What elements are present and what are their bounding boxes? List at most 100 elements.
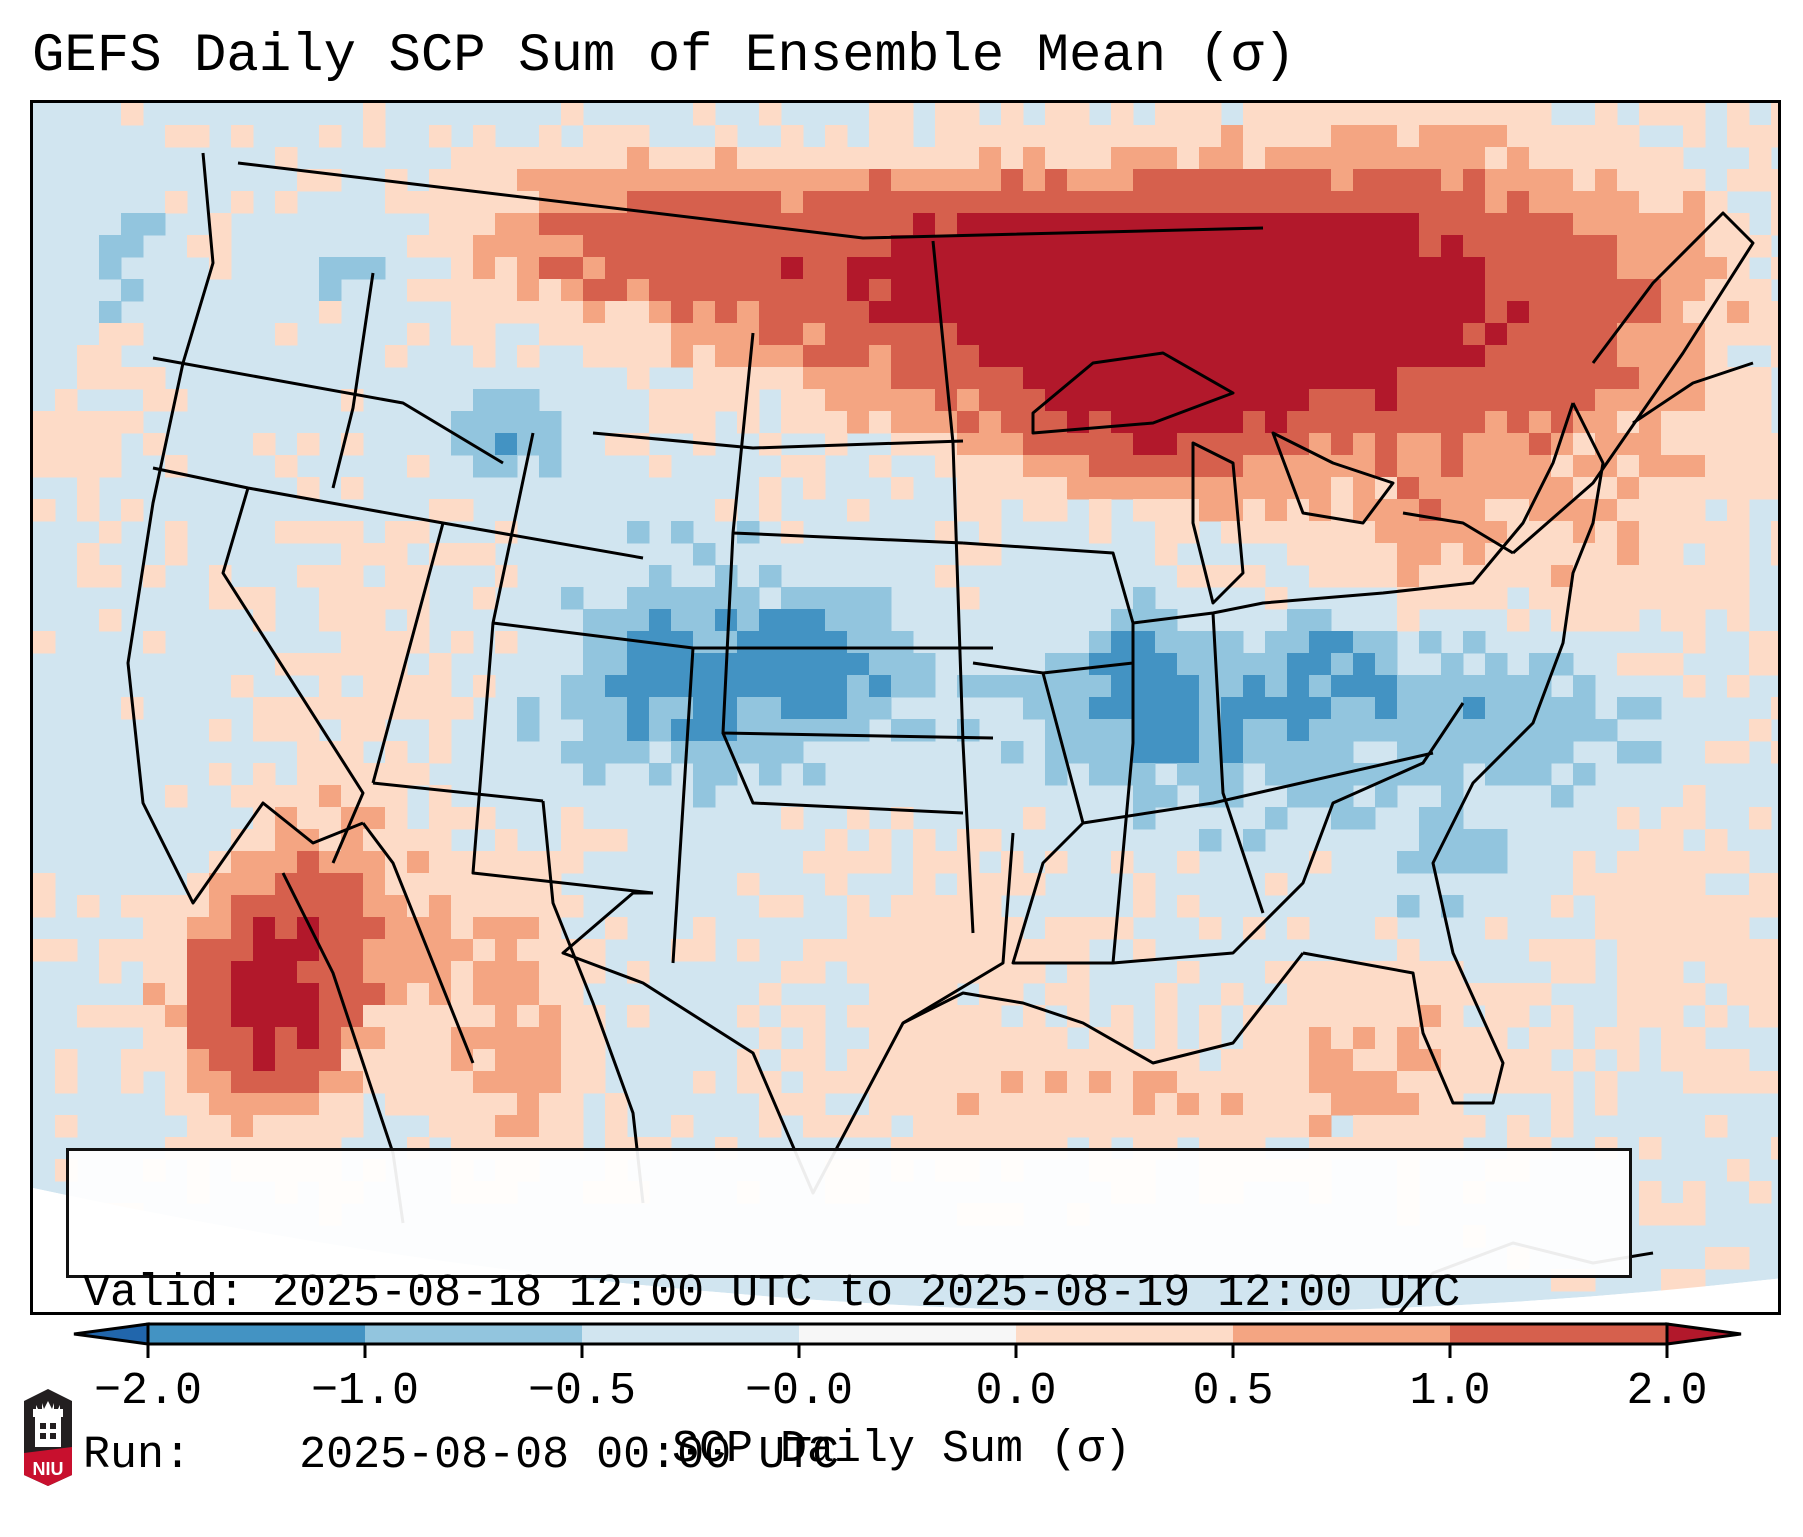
colorbar-bin — [1450, 1324, 1667, 1344]
heatmap-cell — [363, 1027, 386, 1050]
heatmap-cell — [737, 235, 760, 258]
heatmap-cell — [693, 389, 716, 412]
heatmap-cell — [737, 147, 760, 170]
heatmap-cell — [1089, 235, 1112, 258]
heatmap-cell — [1287, 389, 1310, 412]
heatmap-cell — [1639, 433, 1662, 456]
heatmap-cell — [1133, 235, 1156, 258]
heatmap-cell — [649, 609, 672, 632]
heatmap-cell — [495, 895, 518, 918]
heatmap-cell — [693, 257, 716, 280]
valid-value: 2025-08-18 12:00 UTC to 2025-08-19 12:00… — [272, 1268, 1461, 1319]
heatmap-cell — [1243, 191, 1266, 214]
border-line — [1031, 351, 1235, 435]
heatmap-cell — [979, 1027, 1002, 1050]
heatmap-cell — [1331, 191, 1354, 214]
heatmap-cell — [1551, 257, 1574, 280]
heatmap-cell — [1221, 719, 1244, 742]
heatmap-cell — [473, 279, 496, 302]
heatmap-cell — [1023, 961, 1046, 984]
heatmap-cell — [1617, 323, 1640, 346]
heatmap-cell — [1485, 455, 1508, 478]
heatmap-cell — [583, 653, 606, 676]
border-line — [902, 952, 1305, 1065]
heatmap-cell — [165, 1027, 188, 1050]
heatmap-cell — [539, 1071, 562, 1094]
heatmap-cell — [1001, 873, 1024, 896]
heatmap-cell — [1265, 807, 1288, 830]
heatmap-cell — [869, 631, 892, 654]
heatmap-cell — [1661, 587, 1684, 610]
heatmap-cell — [143, 917, 166, 940]
heatmap-cell — [1397, 939, 1420, 962]
heatmap-cell — [99, 433, 122, 456]
heatmap-cell — [1089, 125, 1112, 148]
heatmap-cell — [495, 917, 518, 940]
heatmap-cell — [385, 1027, 408, 1050]
heatmap-cell — [1155, 433, 1178, 456]
heatmap-cell — [539, 917, 562, 940]
heatmap-cell — [1727, 367, 1750, 390]
heatmap-cell — [1023, 1027, 1046, 1050]
heatmap-cell — [1331, 807, 1354, 830]
heatmap-cell — [935, 323, 958, 346]
heatmap-cell — [1551, 521, 1574, 544]
heatmap-cell — [1419, 477, 1442, 500]
run-row: Run: 2025-08-08 00:00 UTC — [83, 1429, 1615, 1483]
heatmap-cell — [1331, 653, 1354, 676]
heatmap-cell — [1287, 917, 1310, 940]
heatmap-cell — [847, 697, 870, 720]
heatmap-cell — [847, 851, 870, 874]
heatmap-cell — [1265, 169, 1288, 192]
heatmap-cell — [1463, 851, 1486, 874]
heatmap-cell — [1617, 741, 1640, 764]
heatmap-cell — [781, 1049, 804, 1072]
heatmap-cell — [187, 961, 210, 984]
heatmap-cell — [1529, 125, 1552, 148]
heatmap-cell — [605, 147, 628, 170]
heatmap-cell — [759, 1027, 782, 1050]
heatmap-cell — [1485, 411, 1508, 434]
heatmap-cell — [1485, 983, 1508, 1006]
heatmap-cell — [781, 719, 804, 742]
heatmap-cell — [363, 851, 386, 874]
heatmap-cell — [583, 697, 606, 720]
heatmap-cell — [1419, 367, 1442, 390]
heatmap-cell — [1243, 1071, 1266, 1094]
heatmap-cell — [1243, 301, 1266, 324]
heatmap-cell — [1001, 323, 1024, 346]
heatmap-cell — [1265, 345, 1288, 368]
heatmap-cell — [253, 433, 276, 456]
heatmap-cell — [1023, 301, 1046, 324]
heatmap-cell — [1507, 147, 1530, 170]
heatmap-cell — [451, 961, 474, 984]
heatmap-cell — [1133, 741, 1156, 764]
heatmap-cell — [1023, 257, 1046, 280]
heatmap-cell — [605, 345, 628, 368]
heatmap-cell — [1375, 1049, 1398, 1072]
heatmap-cell — [275, 895, 298, 918]
heatmap-cell — [1507, 609, 1530, 632]
heatmap-cell — [1155, 147, 1178, 170]
heatmap-cell — [1023, 147, 1046, 170]
heatmap-cell — [847, 147, 870, 170]
heatmap-cell — [737, 719, 760, 742]
heatmap-cell — [825, 1071, 848, 1094]
heatmap-cell — [33, 873, 56, 896]
heatmap-cell — [143, 939, 166, 962]
heatmap-cell — [693, 345, 716, 368]
heatmap-cell — [1133, 697, 1156, 720]
heatmap-cell — [1397, 147, 1420, 170]
heatmap-cell — [1441, 1115, 1464, 1138]
heatmap-cell — [297, 807, 320, 830]
heatmap-cell — [1111, 609, 1134, 632]
heatmap-cell — [561, 235, 584, 258]
heatmap-cell — [1155, 719, 1178, 742]
heatmap-cell — [737, 1071, 760, 1094]
heatmap-cell — [979, 125, 1002, 148]
heatmap-cell — [385, 785, 408, 808]
heatmap-cell — [1331, 1093, 1354, 1116]
heatmap-cell — [1617, 1049, 1640, 1072]
heatmap-cell — [1749, 983, 1772, 1006]
heatmap-cell — [693, 675, 716, 698]
